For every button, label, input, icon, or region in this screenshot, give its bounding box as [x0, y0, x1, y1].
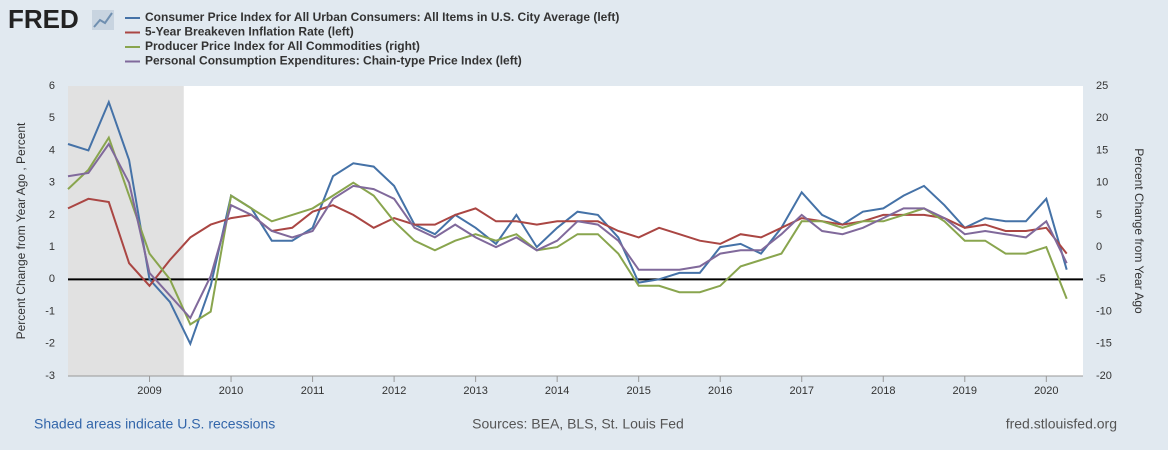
y2-tick-label: -10 [1096, 305, 1112, 317]
footer-url[interactable]: fred.stlouisfed.org [1006, 416, 1117, 432]
y2-tick-label: 10 [1096, 177, 1108, 189]
series-line [67, 135, 1068, 326]
y2-tick-label: -5 [1096, 273, 1106, 285]
logo: FRED [8, 4, 79, 34]
x-tick-label: 2013 [463, 385, 487, 397]
plot-area [68, 86, 1083, 376]
y-tick-label: 5 [49, 112, 55, 124]
x-tick-label: 2010 [219, 385, 243, 397]
y-tick-label: 6 [49, 80, 55, 92]
y2-tick-label: 25 [1096, 80, 1108, 92]
recession-shade [68, 86, 184, 376]
y2-tick-label: -20 [1096, 370, 1112, 382]
y2-tick-label: 0 [1096, 241, 1102, 253]
y-tick-label: 0 [49, 273, 55, 285]
x-tick-label: 2011 [301, 385, 325, 397]
x-tick-label: 2019 [953, 385, 977, 397]
y-tick-label: 1 [49, 241, 55, 253]
footer-recession-note[interactable]: Shaded areas indicate U.S. recessions [34, 416, 275, 432]
y2-tick-label: 15 [1096, 144, 1108, 156]
legend-entry: 5-Year Breakeven Inflation Rate (left) [145, 25, 354, 39]
x-tick-label: 2017 [789, 385, 813, 397]
logo-icon [92, 10, 114, 30]
y-tick-label: -1 [45, 305, 55, 317]
x-tick-label: 2016 [708, 385, 732, 397]
y2-tick-label: -15 [1096, 338, 1112, 350]
y-tick-label: -2 [45, 338, 55, 350]
legend-entry: Producer Price Index for All Commodities… [145, 39, 420, 53]
legend-entry: Personal Consumption Expenditures: Chain… [145, 54, 522, 68]
x-tick-label: 2020 [1034, 385, 1058, 397]
y-tick-label: -3 [45, 370, 55, 382]
y2-tick-label: 20 [1096, 112, 1108, 124]
x-tick-label: 2018 [871, 385, 895, 397]
series-line [67, 197, 1068, 288]
y-axis-label: Percent Change from Year Ago , Percent [14, 122, 28, 339]
y2-axis-label: Percent Change from Year Ago [1132, 148, 1146, 314]
y2-tick-label: 5 [1096, 209, 1102, 221]
x-tick-label: 2015 [626, 385, 650, 397]
x-tick-label: 2009 [137, 385, 161, 397]
y-tick-label: 4 [49, 144, 55, 156]
y-tick-label: 3 [49, 177, 55, 189]
y-tick-label: 2 [49, 209, 55, 221]
legend-entry: Consumer Price Index for All Urban Consu… [145, 10, 619, 24]
footer-sources: Sources: BEA, BLS, St. Louis Fed [472, 416, 684, 432]
x-tick-label: 2012 [382, 385, 406, 397]
series-line [67, 142, 1068, 320]
x-tick-label: 2014 [545, 385, 569, 397]
